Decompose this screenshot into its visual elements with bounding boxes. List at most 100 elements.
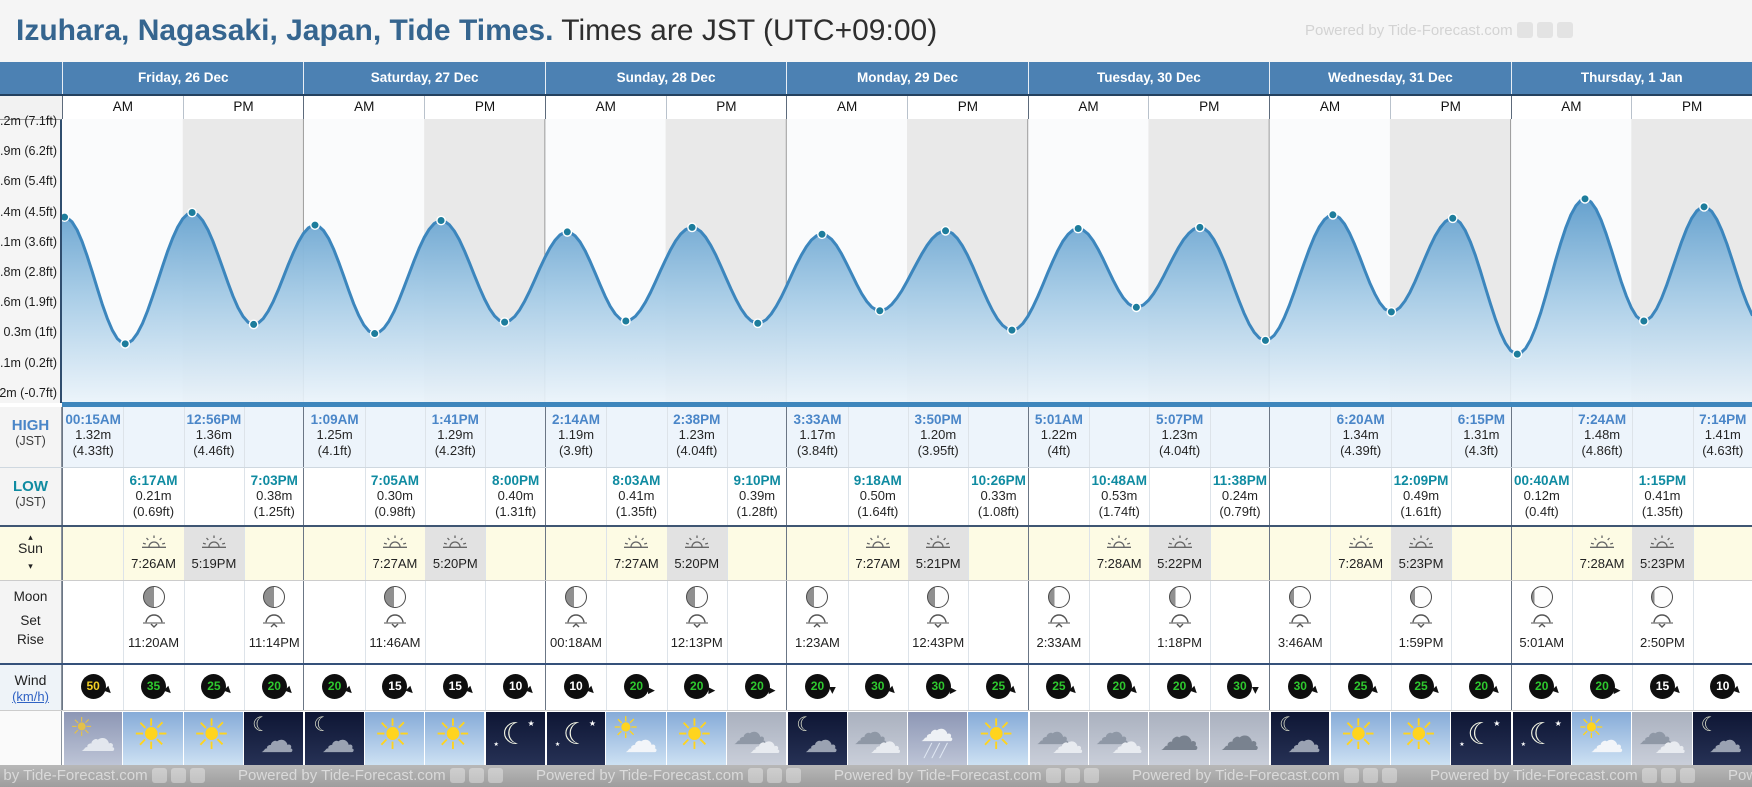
weather-glyph: ☾ — [796, 714, 815, 736]
watermark-icon — [766, 768, 782, 783]
tide-high-point — [1073, 223, 1084, 234]
watermark-icon — [1641, 768, 1657, 783]
sunset-time: 5:19PM — [191, 556, 237, 571]
sun-label: Sun — [18, 540, 43, 556]
cell-divider — [907, 665, 909, 710]
cell-divider — [425, 468, 427, 525]
tide-low-point — [1131, 302, 1142, 313]
sun-day-4: 7:27AM 5:21PM — [786, 527, 1027, 580]
moon-day-1: 11:20AM 11:14PM — [62, 581, 303, 663]
moon-rise-entry: 11:14PM — [244, 586, 304, 650]
low-tide-entry: 8:00PM 0.40m (1.31ft) — [485, 473, 545, 519]
cell-divider — [1089, 665, 1091, 710]
cell-divider — [1149, 581, 1151, 663]
high-tide-height-ft: (3.95ft) — [917, 442, 959, 458]
cell-divider — [1390, 468, 1392, 525]
wind-speed-badge: 20 ▶ — [261, 674, 296, 699]
high-label: HIGH — [11, 417, 50, 434]
day-header-5: Tuesday, 30 Dec — [1027, 62, 1269, 94]
high-tide-height-m: 1.34m — [1342, 427, 1379, 442]
sunset-time: 5:20PM — [674, 556, 720, 571]
sunset-entry: 5:22PM — [1149, 534, 1209, 571]
weather-icon-sunny: ☀ — [665, 712, 726, 765]
low-tides-day-5: 10:48AM 0.53m (1.74ft) 11:38PM 0.24m (0.79ft) — [1027, 468, 1269, 525]
high-tide-entry: 1:41PM 1.29m (4.23ft) — [425, 412, 485, 458]
sunset-triangle-icon: ▾ — [28, 561, 33, 571]
weather-glyph: ☁ — [748, 724, 781, 760]
wind-speed-badge: 20 ▶ — [744, 674, 776, 699]
pm-column-label: PM — [907, 96, 1028, 119]
cell-divider — [606, 581, 608, 663]
tide-low-point — [752, 318, 763, 329]
low-tide-height-m: 0.53m — [1101, 488, 1138, 503]
sunrise-entry: 7:27AM — [365, 534, 425, 571]
sunrise-triangle-icon: ▴ — [28, 532, 33, 542]
low-tide-entry: 9:18AM 0.50m (1.64ft) — [848, 473, 908, 519]
low-tide-height-ft: (1.74ft) — [1098, 503, 1140, 519]
low-tide-time: 9:18AM — [853, 473, 902, 488]
moon-rise-time: 2:33AM — [1036, 635, 1082, 650]
cell-divider — [1571, 581, 1573, 663]
sunrise-time: 7:27AM — [372, 556, 418, 571]
watermark-icon — [747, 768, 763, 783]
wind-speed-badge: 20 ▶ — [322, 674, 356, 699]
wind-unit-link[interactable]: (km/h) — [12, 689, 49, 704]
moon-phase-icon — [1410, 586, 1433, 608]
sunrise-time: 7:26AM — [131, 556, 176, 571]
weather-icon-partly-cloudy-dusk: ☀ ☁ — [62, 712, 123, 765]
low-tide-height-ft: (1.08ft) — [977, 503, 1020, 519]
weather-glyph: ☀ — [70, 712, 94, 742]
watermark-icon — [468, 768, 484, 783]
watermark-icon — [1045, 768, 1061, 783]
sunrise-icon — [1089, 534, 1149, 555]
sun-day-3: 7:27AM 5:20PM — [544, 527, 786, 580]
cell-divider — [485, 407, 487, 467]
wind-direction-arrow: ▶ — [708, 685, 716, 695]
high-tide-height-ft: (4.46ft) — [193, 442, 235, 458]
wind-direction-arrow: ▶ — [223, 684, 236, 697]
cell-divider — [364, 527, 366, 580]
high-tide-entry: 00:15AM 1.32m (4.33ft) — [63, 412, 123, 458]
cell-divider — [726, 468, 728, 525]
high-tide-row: HIGH (JST) 00:15AM 1.32m (4.33ft) 12:56PM 1.… — [0, 407, 1752, 468]
weather-icon-rain: ☁ ╱╱╱ — [907, 712, 968, 765]
tide-low-point — [369, 328, 380, 339]
moon-rise-time: 1:23AM — [795, 635, 840, 650]
weather-row: ☀ ☁ ☀ ☀ ☾ ☁ ☾ ☁ ☀ ☀ ☾ ★ ★ ☾ ★ ★ ☀ ☁ ☀ ☁ ☁ ☾ ☁ ☁ ☁ ☁ ╱╱╱ ☀ ☁ ☁ ☁ ☁ ☁ ☁ ☾ ☁ ☀ ☀… — [0, 710, 1752, 765]
high-tide-time: 1:41PM — [431, 412, 479, 427]
wind-speed-badge: 20 ▶ — [804, 674, 838, 699]
high-tide-height-ft: (4ft) — [1047, 442, 1071, 458]
low-tide-entry: 10:48AM 0.53m (1.74ft) — [1089, 473, 1149, 519]
tide-low-point — [248, 319, 259, 330]
cell-divider — [123, 527, 125, 580]
watermark-text: Powered by Tide-Forecast.com — [1728, 767, 1752, 784]
wind-speed-badge: 10 ▶ — [503, 674, 537, 699]
high-tide-height-ft: (4.04ft) — [676, 442, 718, 458]
wind-direction-arrow: ▶ — [949, 685, 957, 695]
am-column-label: AM — [62, 96, 183, 119]
moon-rise-time: 11:14PM — [248, 635, 300, 650]
high-tide-height-m: 1.29m — [437, 427, 474, 442]
low-tide-height-m: 0.49m — [1402, 488, 1440, 503]
tide-high-point — [1447, 213, 1458, 224]
wind-direction-arrow: ▶ — [283, 684, 296, 697]
wind-direction-arrow: ▶ — [827, 687, 838, 694]
tide-low-point — [1386, 306, 1397, 317]
weather-glyph: ☀ — [612, 712, 640, 745]
weather-icon-partly-cloudy: ☀ ☁ — [605, 712, 666, 765]
cell-divider — [726, 407, 728, 467]
sunset-time: 5:22PM — [1157, 556, 1202, 571]
cell-divider — [1692, 407, 1694, 467]
am-column-label: AM — [303, 96, 424, 119]
high-tide-height-ft: (3.84ft) — [796, 442, 839, 458]
tide-low-point — [1007, 325, 1017, 336]
cell-divider — [666, 407, 668, 467]
sunrise-entry: 7:28AM — [1089, 534, 1149, 571]
tide-low-point — [1638, 316, 1649, 326]
tide-high-point — [310, 220, 320, 230]
cell-divider — [606, 407, 608, 467]
high-tides-day-4: 3:33AM 1.17m (3.84ft) 3:50PM 1.20m (3.95ft) — [786, 407, 1027, 467]
high-tides-day-7: 7:24AM 1.48m (4.86ft) 7:14PM 1.41m (4.63ft) — [1510, 407, 1752, 467]
moon-phase-icon — [1289, 586, 1312, 608]
wind-direction-arrow: ▶ — [647, 685, 655, 695]
